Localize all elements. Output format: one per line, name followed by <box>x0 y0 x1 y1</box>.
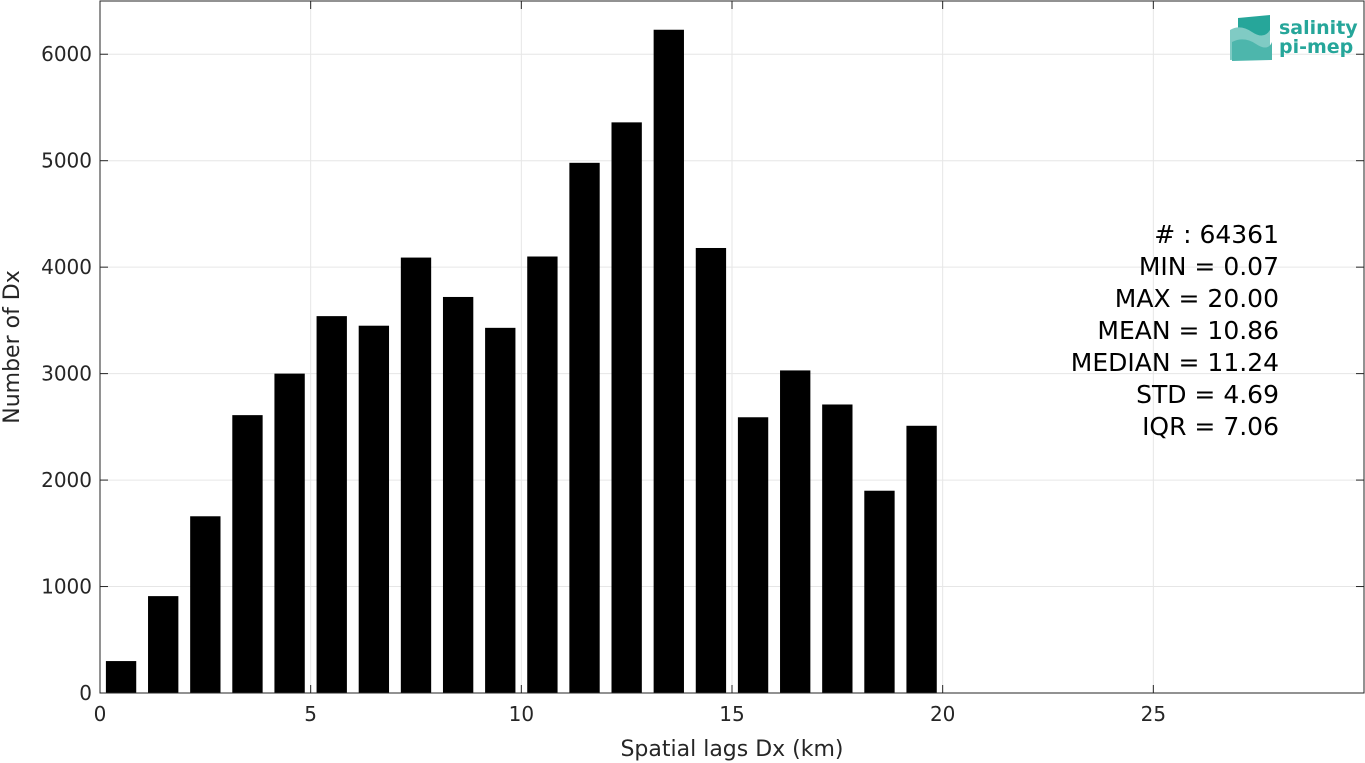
y-tick-label: 3000 <box>41 362 92 386</box>
stats-line: IQR = 7.06 <box>1142 412 1279 441</box>
bar <box>105 661 137 693</box>
y-tick-label: 2000 <box>41 468 92 492</box>
x-tick-label: 20 <box>930 702 955 726</box>
stats-line: # : 64361 <box>1154 220 1279 249</box>
logo-text-salinity: salinity <box>1279 17 1358 39</box>
bar <box>653 29 684 693</box>
logo-text-pi-mep: pi-mep <box>1279 36 1353 58</box>
bar <box>485 327 516 693</box>
y-tick-label: 4000 <box>41 255 92 279</box>
x-tick-label: 0 <box>94 702 107 726</box>
bar <box>442 296 474 693</box>
stats-line: STD = 4.69 <box>1136 380 1279 409</box>
bar <box>611 122 642 694</box>
bar <box>737 417 769 693</box>
bar <box>400 257 432 693</box>
x-tick-label: 10 <box>509 702 534 726</box>
x-axis-label: Spatial lags Dx (km) <box>620 737 843 762</box>
stats-line: MIN = 0.07 <box>1139 252 1279 281</box>
stats-line: MAX = 20.00 <box>1115 284 1279 313</box>
stats-line: MEDIAN = 11.24 <box>1071 348 1279 377</box>
stats-line: MEAN = 10.86 <box>1097 316 1279 345</box>
bars <box>105 29 937 694</box>
y-tick-label: 0 <box>79 681 92 705</box>
salinity-pi-mep-logo: salinity pi-mep <box>1230 15 1358 61</box>
bar <box>780 370 811 693</box>
x-axis-ticks: 0 5 10 15 20 25 <box>94 1 1166 726</box>
y-tick-label: 5000 <box>41 149 92 173</box>
bar <box>274 373 305 693</box>
bar <box>358 325 390 693</box>
y-tick-label: 1000 <box>41 575 92 599</box>
x-tick-label: 25 <box>1141 702 1166 726</box>
y-axis-label: Number of Dx <box>0 270 25 424</box>
bar <box>190 516 221 693</box>
statistics-annotation: # : 64361 MIN = 0.07 MAX = 20.00 MEAN = 10.… <box>1071 220 1279 441</box>
bar <box>864 490 895 693</box>
bar <box>148 596 179 693</box>
bar <box>316 316 347 693</box>
bar <box>695 247 727 693</box>
x-tick-label: 15 <box>719 702 744 726</box>
bar <box>906 425 937 693</box>
logo-waves-icon <box>1230 15 1272 61</box>
bar <box>527 256 558 693</box>
x-tick-label: 5 <box>304 702 317 726</box>
y-tick-label: 6000 <box>41 42 92 66</box>
grid-lines <box>99 1 1364 694</box>
bar <box>569 162 600 693</box>
bar <box>232 415 263 693</box>
y-axis-ticks: 0 1000 2000 3000 4000 5000 6000 <box>41 42 1364 705</box>
bar <box>822 404 853 693</box>
